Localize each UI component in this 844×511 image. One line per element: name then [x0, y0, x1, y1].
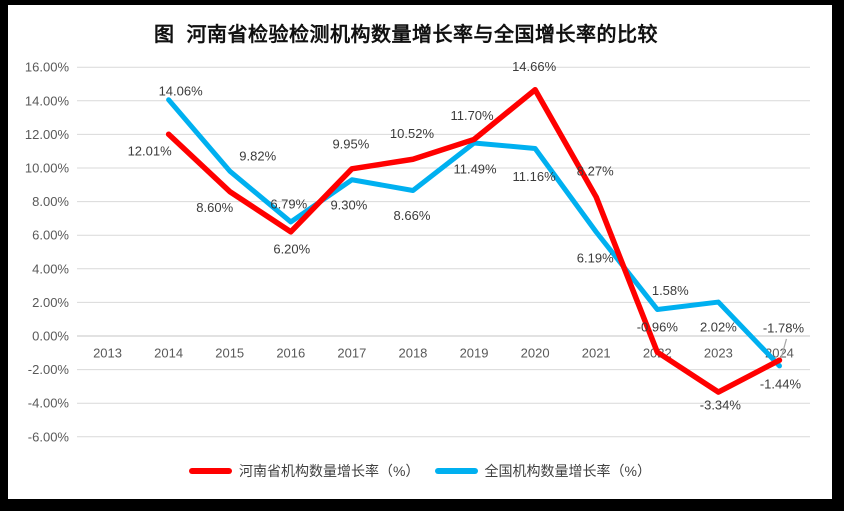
data-label: 10.52%: [390, 126, 435, 141]
y-axis-tick-label: 8.00%: [32, 194, 69, 209]
data-label-leader-line: [780, 338, 788, 358]
y-axis-tick-label: 10.00%: [25, 161, 70, 176]
data-label: 11.16%: [513, 169, 557, 184]
x-axis-year-label: 2018: [398, 346, 427, 361]
legend-item-national: 全国机构数量增长率（%）: [434, 461, 651, 481]
y-axis-tick-label: -6.00%: [28, 429, 70, 444]
y-axis-tick-label: 14.00%: [25, 93, 70, 108]
data-label: 6.19%: [577, 251, 614, 266]
x-axis-year-label: 2016: [276, 346, 305, 361]
data-label: 6.79%: [270, 196, 307, 211]
x-axis-year-label: 2020: [521, 346, 550, 361]
x-axis-year-label: 2014: [154, 346, 183, 361]
chart-canvas: 图 河南省检验检测机构数量增长率与全国增长率的比较 16.00% 14.00% 12…: [8, 5, 832, 499]
y-axis-tick-label: 16.00%: [25, 60, 70, 75]
series-line-national: [166, 97, 782, 369]
line-chart: 16.00% 14.00% 12.00% 10.00% 8.00% 6.00% 4.00% 2…: [25, 59, 810, 444]
legend-line-swatch-blue: [434, 468, 478, 474]
y-axis-tick-label: -4.00%: [28, 396, 70, 411]
data-label: 11.49%: [453, 161, 497, 176]
data-label: 11.70%: [450, 108, 494, 123]
series-line-henan: [165, 86, 783, 395]
data-label: 8.60%: [196, 200, 233, 215]
legend-label-national: 全国机构数量增长率（%）: [484, 463, 651, 479]
data-label: 8.66%: [394, 208, 431, 223]
data-label: 2.02%: [700, 320, 737, 335]
y-axis-tick-label: 6.00%: [32, 228, 69, 243]
legend-item-henan: 河南省机构数量增长率（%）: [189, 461, 420, 481]
data-label: 6.20%: [273, 241, 310, 256]
data-label: 9.30%: [330, 197, 367, 212]
data-label: -1.44%: [760, 377, 802, 392]
data-label: 9.95%: [332, 136, 369, 151]
data-label: 1.58%: [652, 283, 689, 298]
x-axis-year-label: 2017: [337, 346, 366, 361]
data-label: 9.82%: [239, 149, 276, 164]
data-label: -3.34%: [700, 398, 742, 413]
x-axis-year-label: 2015: [215, 346, 244, 361]
data-label: 12.01%: [128, 144, 173, 159]
data-label: -0.96%: [637, 320, 679, 335]
data-label: -1.78%: [763, 320, 805, 335]
x-axis-year-label: 2023: [704, 346, 733, 361]
legend-label-henan: 河南省机构数量增长率（%）: [239, 463, 420, 479]
data-label: 14.66%: [512, 59, 557, 74]
chart-title: 图 河南省检验检测机构数量增长率与全国增长率的比较: [153, 24, 659, 46]
data-label: 14.06%: [159, 83, 204, 98]
y-axis-tick-label: 4.00%: [32, 261, 69, 276]
legend-line-swatch-red: [189, 468, 233, 474]
y-axis-tick-label: -2.00%: [28, 362, 70, 377]
y-axis-tick-label: 2.00%: [32, 295, 69, 310]
y-axis-tick-label: 0.00%: [32, 329, 69, 344]
y-axis-tick-label: 12.00%: [25, 127, 70, 142]
x-axis-year-label: 2019: [460, 346, 489, 361]
x-axis-year-label: 2021: [582, 346, 611, 361]
data-label: 8.27%: [577, 164, 614, 179]
chart-legend: 河南省机构数量增长率（%） 全国机构数量增长率（%）: [8, 461, 832, 481]
x-axis-year-label: 2013: [93, 346, 122, 361]
